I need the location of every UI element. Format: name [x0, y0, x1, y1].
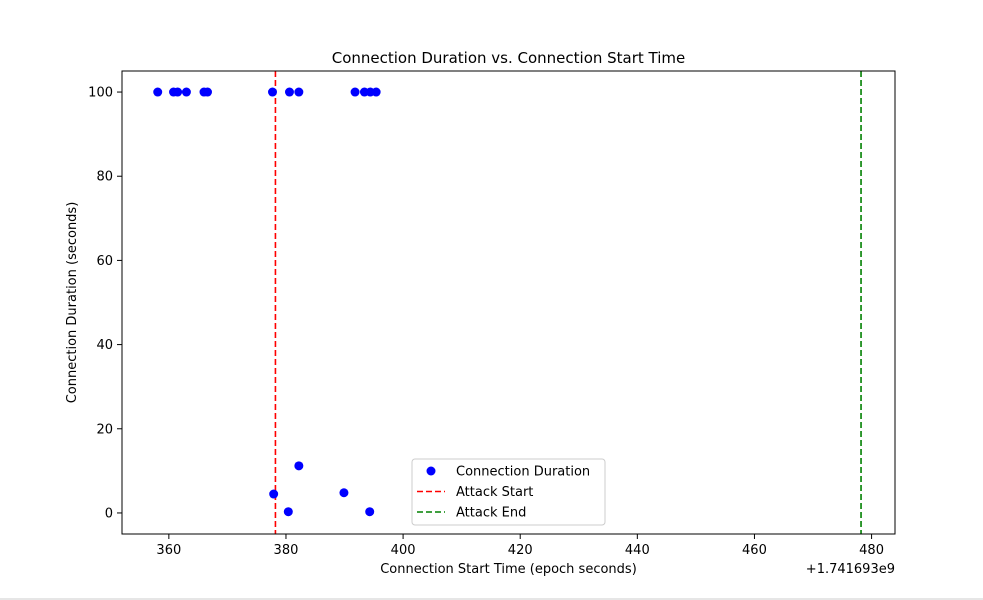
- data-point: [365, 507, 375, 517]
- y-tick-label: 60: [96, 254, 113, 269]
- x-tick-label: 460: [742, 543, 767, 558]
- x-tick-label: 380: [274, 543, 299, 558]
- data-point: [268, 87, 278, 97]
- x-tick-label: 400: [391, 543, 416, 558]
- legend-label-attack-start: Attack Start: [456, 485, 533, 500]
- data-point: [371, 87, 381, 97]
- plot-area: [122, 71, 895, 534]
- data-point: [284, 87, 294, 97]
- y-axis-label: Connection Duration (seconds): [65, 202, 80, 404]
- data-point: [181, 87, 191, 97]
- data-point: [294, 461, 304, 471]
- axes-frame: [121, 70, 896, 535]
- data-point: [350, 87, 360, 97]
- y-tick-label: 40: [96, 338, 113, 353]
- legend-box: [411, 458, 606, 526]
- y-axis-ticks: 0 20 40 60 80 100: [88, 86, 122, 521]
- legend-label-attack-end: Attack End: [456, 506, 526, 521]
- y-tick-label: 100: [88, 86, 113, 101]
- data-point: [173, 87, 183, 97]
- legend-label-connection-duration: Connection Duration: [456, 465, 590, 480]
- y-tick-label: 80: [96, 170, 113, 185]
- data-point: [283, 507, 293, 517]
- window-bottom-edge: [0, 598, 983, 600]
- data-point: [269, 489, 279, 499]
- data-point: [202, 87, 212, 97]
- x-tick-label: 440: [625, 543, 650, 558]
- x-tick-label: 420: [508, 543, 533, 558]
- chart-title: Connection Duration vs. Connection Start…: [332, 49, 686, 67]
- data-point: [153, 87, 163, 97]
- x-axis-offset-label: +1.741693e9: [806, 562, 895, 577]
- x-tick-label: 360: [156, 543, 181, 558]
- x-tick-label: 480: [859, 543, 884, 558]
- y-tick-label: 20: [96, 422, 113, 437]
- legend-marker-connection-duration: [426, 466, 436, 476]
- data-point: [339, 488, 349, 498]
- x-axis-label: Connection Start Time (epoch seconds): [380, 562, 637, 577]
- y-tick-label: 0: [105, 506, 113, 521]
- plot-marks: [153, 71, 862, 534]
- data-point: [294, 87, 304, 97]
- legend: Connection Duration Attack Start Attack En…: [411, 458, 606, 526]
- x-axis-ticks: 360 380 400 420 440 460 480: [156, 534, 884, 558]
